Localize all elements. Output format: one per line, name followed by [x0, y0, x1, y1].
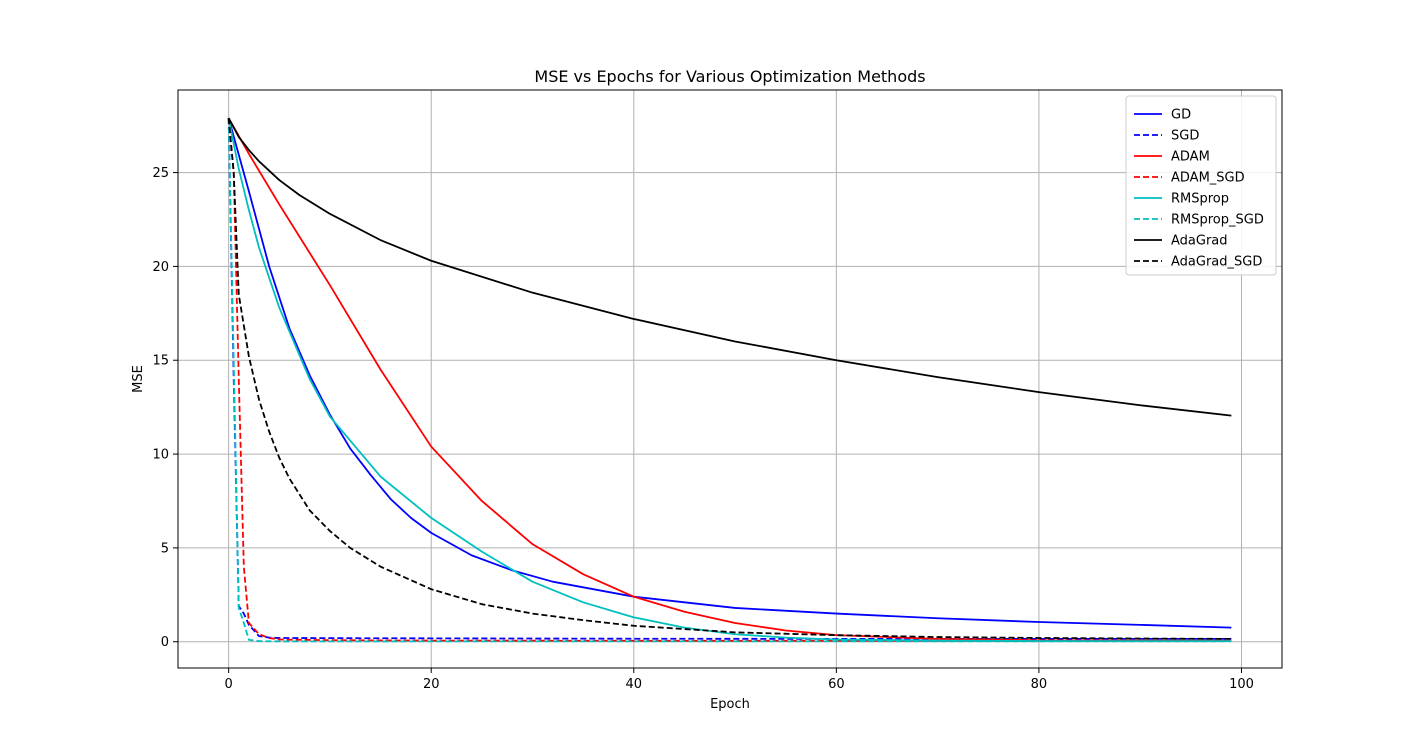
x-tick-label: 20 — [423, 677, 440, 692]
y-tick-label: 10 — [152, 448, 169, 463]
y-tick-label: 25 — [152, 166, 169, 181]
y-tick-label: 20 — [152, 260, 169, 275]
series-line-rmsprop-sgd — [227, 118, 1232, 643]
series-line-rmsprop — [227, 117, 1232, 643]
tick-layer: 0 20 40 60 80 100 0 5 10 15 20 25 — [152, 166, 1253, 692]
x-tick-label: 100 — [1229, 677, 1254, 692]
y-tick-label: 0 — [161, 635, 169, 650]
legend-label: AdaGrad — [1171, 234, 1228, 249]
x-tick-label: 60 — [828, 677, 845, 692]
legend-label: RMSprop_SGD — [1171, 213, 1264, 228]
legend-box — [1125, 95, 1277, 276]
plot-frame — [177, 89, 1283, 669]
y-axis-label: MSE — [131, 365, 146, 393]
x-tick-label: 40 — [626, 677, 643, 692]
legend-label: ADAM — [1171, 150, 1210, 165]
series-line-adam-sgd — [227, 118, 1232, 642]
x-tick-label: 80 — [1031, 677, 1048, 692]
y-tick-label: 5 — [161, 541, 169, 556]
legend-label: GD — [1171, 108, 1191, 123]
series-line-adagrad — [227, 117, 1232, 417]
legend-label: RMSprop — [1171, 192, 1229, 207]
legend-label: AdaGrad_SGD — [1171, 255, 1262, 270]
legend: GD SGD ADAM ADAM_SGD RMSprop RMSprop_SGD AdaGr… — [1125, 95, 1277, 276]
series-line-adam — [227, 117, 1232, 642]
x-axis-label: Epoch — [710, 697, 750, 712]
series-line-adagrad-sgd — [227, 118, 1232, 640]
grid-layer — [178, 90, 1282, 668]
y-tick-label: 15 — [152, 354, 169, 369]
chart-title: MSE vs Epochs for Various Optimization M… — [534, 67, 925, 86]
series-layer — [227, 117, 1232, 643]
legend-label: SGD — [1171, 129, 1199, 144]
x-tick-label: 0 — [225, 677, 233, 692]
legend-label: ADAM_SGD — [1171, 171, 1245, 186]
series-line-sgd — [227, 118, 1232, 640]
series-line-gd — [227, 117, 1232, 629]
